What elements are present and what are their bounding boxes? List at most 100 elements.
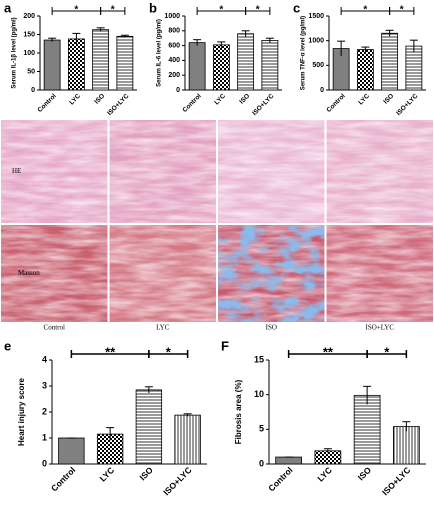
error-bar [265, 37, 274, 43]
y-tick-label: 100 [23, 50, 35, 57]
error-bar [363, 385, 372, 405]
x-tick-label: Control [325, 93, 346, 114]
y-axis-title: Serum IL-6 level (pg/ml) [157, 19, 163, 87]
bar [212, 44, 230, 91]
tissue-texture [326, 225, 433, 322]
x-tick-label: Control [266, 465, 294, 493]
y-tick-label: 200 [168, 72, 180, 79]
x-tick-label: Control [36, 93, 57, 114]
y-tick-label: 1 [42, 432, 47, 442]
x-tick-label: ISO [137, 465, 155, 483]
y-tick-label: 1000 [308, 38, 324, 45]
bar [92, 29, 110, 91]
column-label: Control [44, 324, 65, 332]
y-axis-title: Heart injury score [17, 377, 26, 446]
bar [58, 437, 85, 465]
y-axis-title: Serum TNF-α level (pg/ml) [301, 16, 307, 90]
error-bar [241, 30, 250, 37]
bar [43, 39, 61, 91]
significance-label: ** [105, 344, 116, 359]
bar [381, 32, 399, 91]
significance-label: * [384, 344, 390, 359]
y-tick-label: 500 [312, 62, 324, 69]
y-tick-label: 800 [168, 28, 180, 35]
column-label: ISO [266, 324, 277, 332]
x-tick-label: Control [181, 93, 202, 114]
bar [393, 426, 420, 465]
error-bar [217, 41, 226, 48]
x-tick-label: ISO [356, 465, 374, 483]
panel-label: b [149, 0, 157, 15]
y-tick-label: 15 [254, 354, 264, 364]
y-tick-label: 1000 [164, 13, 180, 20]
significance-label: ** [323, 344, 334, 359]
column-label: ISO+LYC [365, 324, 394, 332]
bar [67, 38, 85, 91]
bar [261, 40, 279, 91]
bar [116, 35, 134, 91]
panel-label: F [221, 338, 229, 353]
error-bar [323, 448, 332, 453]
panel-label: e [4, 338, 11, 353]
error-bar [96, 27, 105, 32]
x-tick-label: ISO+LYC [161, 465, 193, 497]
error-bar [409, 39, 418, 53]
bar [237, 33, 255, 91]
tissue-texture [218, 120, 325, 223]
x-tick-label: LYC [68, 92, 82, 106]
tissue-texture [109, 225, 216, 322]
significance-label: * [400, 5, 404, 16]
y-tick-label: 0 [320, 87, 324, 94]
bar [275, 456, 302, 465]
error-bar [106, 427, 115, 441]
bar [405, 45, 423, 91]
y-tick-label: 0 [176, 87, 180, 94]
significance-label: * [166, 344, 172, 359]
x-tick-label: ISO [238, 93, 251, 106]
bar [174, 414, 201, 465]
row-label: Masson [18, 269, 40, 277]
error-bar [144, 386, 153, 394]
y-tick-label: 400 [168, 57, 180, 64]
y-tick-label: 150 [23, 31, 35, 38]
error-bar [193, 39, 202, 46]
error-bar [120, 34, 129, 38]
bar [188, 42, 206, 91]
collagen-stain [218, 225, 325, 322]
x-tick-label: LYC [315, 465, 334, 484]
column-label: LYC [156, 324, 170, 332]
y-tick-label: 2 [42, 406, 47, 416]
error-bar [402, 421, 411, 432]
x-tick-label: ISO [382, 93, 395, 106]
x-tick-label: Control [49, 465, 77, 493]
tissue-texture [1, 225, 108, 322]
y-tick-label: 5 [259, 424, 264, 434]
significance-label: * [74, 5, 78, 16]
y-tick-label: 0 [259, 458, 264, 468]
y-tick-label: 3 [42, 380, 47, 390]
x-tick-label: ISO+LYC [106, 92, 131, 117]
y-tick-label: 200 [23, 13, 35, 20]
y-tick-label: 10 [254, 389, 264, 399]
error-bar [72, 32, 81, 45]
x-tick-label: ISO+LYC [251, 92, 276, 117]
x-tick-label: ISO+LYC [380, 465, 412, 497]
y-tick-label: 0 [42, 458, 47, 468]
significance-label: * [219, 5, 223, 16]
y-axis-title: Serum IL-1β level (pg/ml) [12, 17, 18, 88]
bar [353, 394, 381, 465]
row-label: HE [12, 167, 21, 175]
error-bar [361, 46, 370, 53]
panel-label: c [293, 0, 300, 15]
tissue-texture [1, 120, 108, 223]
y-tick-label: 1500 [308, 13, 324, 20]
x-tick-label: LYC [357, 92, 371, 106]
error-bar [385, 29, 394, 37]
y-tick-label: 4 [42, 354, 47, 364]
tissue-texture [109, 120, 216, 223]
significance-label: * [256, 5, 260, 16]
significance-label: * [111, 5, 115, 16]
x-tick-label: LYC [98, 465, 117, 484]
x-tick-label: ISO+LYC [395, 92, 420, 117]
